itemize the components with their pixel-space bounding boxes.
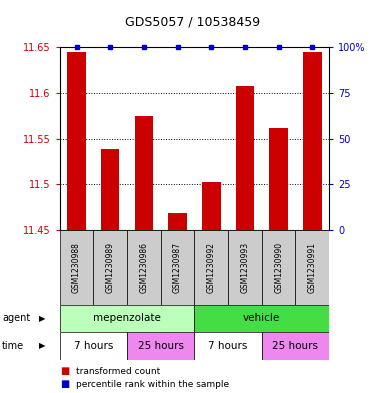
Text: 25 hours: 25 hours <box>273 341 318 351</box>
Bar <box>236 86 254 230</box>
Bar <box>303 52 321 230</box>
Bar <box>296 230 329 305</box>
Text: vehicle: vehicle <box>243 313 280 323</box>
Bar <box>135 116 153 230</box>
Text: 7 hours: 7 hours <box>74 341 113 351</box>
Text: GSM1230988: GSM1230988 <box>72 242 81 293</box>
Bar <box>60 332 127 360</box>
Bar <box>67 52 86 230</box>
Text: GSM1230989: GSM1230989 <box>106 242 115 293</box>
Text: mepenzolate: mepenzolate <box>93 313 161 323</box>
Text: time: time <box>2 341 24 351</box>
Bar <box>270 128 288 230</box>
Text: agent: agent <box>2 313 30 323</box>
Bar <box>194 305 329 332</box>
Bar <box>202 182 221 230</box>
Bar <box>101 149 119 230</box>
Text: GSM1230986: GSM1230986 <box>139 242 148 293</box>
Bar <box>262 230 296 305</box>
Bar <box>161 230 194 305</box>
Text: ■: ■ <box>60 379 69 389</box>
Text: ▶: ▶ <box>38 314 45 323</box>
Bar <box>93 230 127 305</box>
Bar <box>168 213 187 230</box>
Text: GDS5057 / 10538459: GDS5057 / 10538459 <box>125 15 260 28</box>
Text: GSM1230987: GSM1230987 <box>173 242 182 293</box>
Bar <box>228 230 262 305</box>
Text: GSM1230991: GSM1230991 <box>308 242 317 293</box>
Text: ■: ■ <box>60 366 69 376</box>
Text: transformed count: transformed count <box>76 367 160 376</box>
Text: GSM1230992: GSM1230992 <box>207 242 216 293</box>
Bar <box>127 230 161 305</box>
Bar <box>194 332 262 360</box>
Text: 25 hours: 25 hours <box>138 341 184 351</box>
Text: GSM1230990: GSM1230990 <box>274 242 283 293</box>
Text: ▶: ▶ <box>38 342 45 350</box>
Bar <box>127 332 194 360</box>
Text: 7 hours: 7 hours <box>208 341 248 351</box>
Bar <box>60 305 194 332</box>
Text: GSM1230993: GSM1230993 <box>241 242 249 293</box>
Bar <box>194 230 228 305</box>
Text: percentile rank within the sample: percentile rank within the sample <box>76 380 229 389</box>
Bar <box>262 332 329 360</box>
Bar <box>60 230 93 305</box>
